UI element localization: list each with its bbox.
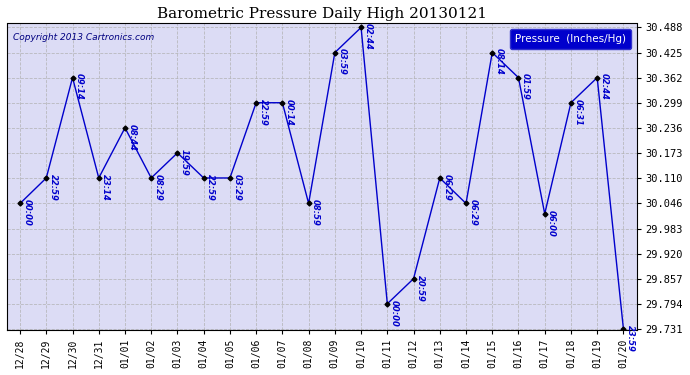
Legend: Pressure  (Inches/Hg): Pressure (Inches/Hg) — [510, 29, 631, 49]
Text: 02:44: 02:44 — [600, 74, 609, 100]
Text: 03:59: 03:59 — [337, 48, 346, 75]
Text: 00:00: 00:00 — [23, 199, 32, 226]
Title: Barometric Pressure Daily High 20130121: Barometric Pressure Daily High 20130121 — [157, 7, 486, 21]
Text: 06:31: 06:31 — [573, 99, 582, 125]
Text: 23:14: 23:14 — [101, 174, 110, 201]
Text: 08:59: 08:59 — [311, 199, 320, 226]
Text: 22:59: 22:59 — [49, 174, 58, 201]
Text: 00:00: 00:00 — [390, 300, 399, 327]
Text: 08:44: 08:44 — [128, 124, 137, 150]
Text: 09:14: 09:14 — [75, 74, 84, 100]
Text: 22:59: 22:59 — [206, 174, 215, 201]
Text: 02:44: 02:44 — [364, 23, 373, 50]
Text: 06:29: 06:29 — [442, 174, 451, 201]
Text: 23:59: 23:59 — [626, 325, 635, 352]
Text: Copyright 2013 Cartronics.com: Copyright 2013 Cartronics.com — [13, 33, 155, 42]
Text: 03:29: 03:29 — [233, 174, 241, 201]
Text: 22:59: 22:59 — [259, 99, 268, 125]
Text: 06:00: 06:00 — [547, 210, 556, 237]
Text: 00:14: 00:14 — [285, 99, 294, 125]
Text: 19:59: 19:59 — [180, 149, 189, 176]
Text: 08:14: 08:14 — [495, 48, 504, 75]
Text: 01:59: 01:59 — [521, 74, 530, 100]
Text: 06:29: 06:29 — [469, 199, 477, 226]
Text: 20:59: 20:59 — [416, 274, 425, 302]
Text: 08:29: 08:29 — [154, 174, 163, 201]
